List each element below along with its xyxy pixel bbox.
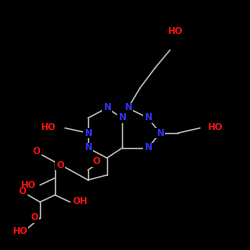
- Text: N: N: [124, 104, 132, 112]
- Text: N: N: [84, 128, 92, 138]
- Text: N: N: [103, 104, 111, 112]
- Text: N: N: [156, 128, 164, 138]
- Text: HO: HO: [207, 124, 223, 132]
- Text: O: O: [18, 188, 26, 196]
- Text: O: O: [56, 160, 64, 170]
- Text: N: N: [118, 114, 126, 122]
- Text: HO: HO: [12, 228, 28, 236]
- Text: HO: HO: [167, 28, 183, 36]
- Text: N: N: [144, 144, 152, 152]
- Text: OH: OH: [72, 198, 88, 206]
- Text: HO: HO: [20, 180, 36, 190]
- Text: N: N: [84, 144, 92, 152]
- Text: O: O: [32, 148, 40, 156]
- Text: HO: HO: [40, 124, 56, 132]
- Text: O: O: [30, 214, 38, 222]
- Text: O: O: [92, 158, 100, 166]
- Text: N: N: [156, 128, 164, 138]
- Text: N: N: [103, 104, 111, 112]
- Text: N: N: [84, 144, 92, 152]
- Text: N: N: [144, 144, 152, 152]
- Text: N: N: [118, 114, 126, 122]
- Text: N: N: [144, 114, 152, 122]
- Text: N: N: [84, 128, 92, 138]
- Text: N: N: [144, 114, 152, 122]
